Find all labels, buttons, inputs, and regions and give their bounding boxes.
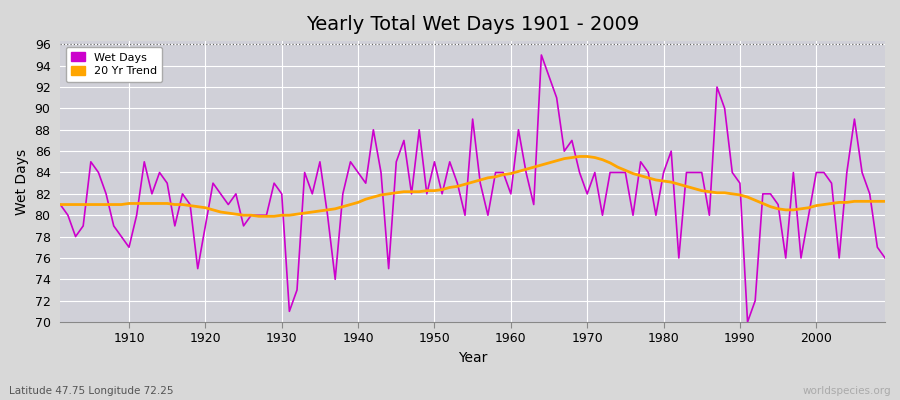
Text: worldspecies.org: worldspecies.org <box>803 386 891 396</box>
Y-axis label: Wet Days: Wet Days <box>15 148 29 215</box>
X-axis label: Year: Year <box>458 351 487 365</box>
Legend: Wet Days, 20 Yr Trend: Wet Days, 20 Yr Trend <box>66 47 162 82</box>
Text: Latitude 47.75 Longitude 72.25: Latitude 47.75 Longitude 72.25 <box>9 386 174 396</box>
Title: Yearly Total Wet Days 1901 - 2009: Yearly Total Wet Days 1901 - 2009 <box>306 15 639 34</box>
